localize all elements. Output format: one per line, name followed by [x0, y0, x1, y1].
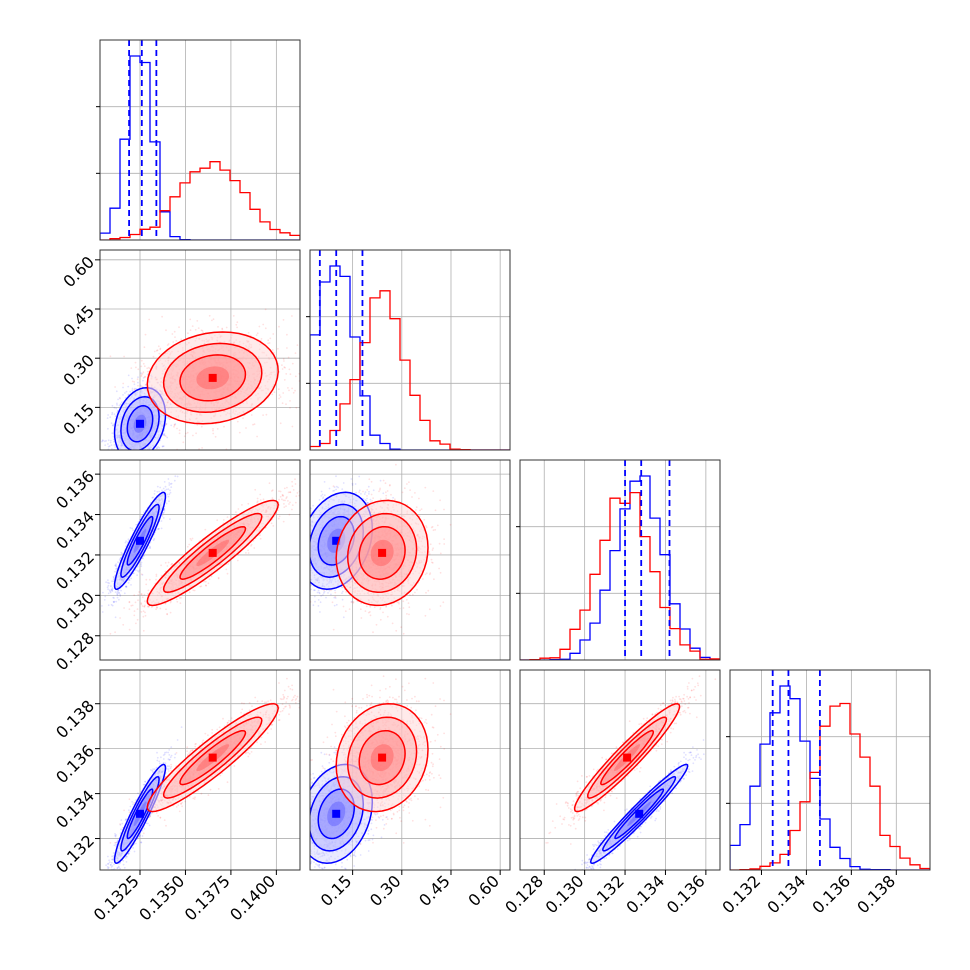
panel-frame	[99, 39, 301, 241]
density-peak	[623, 753, 632, 762]
scatter-panel-4-3	[520, 670, 720, 870]
histogram-panel-1	[100, 40, 300, 240]
density-peak	[635, 809, 644, 818]
x-tick-label: 0.134	[622, 871, 668, 917]
scatter-panel-3-2	[310, 460, 510, 660]
scatter-panel-3-1	[100, 460, 300, 660]
x-tick-label: 0.1400	[226, 871, 279, 924]
density-peak	[332, 809, 341, 818]
panel-frame	[309, 669, 511, 871]
histogram-panel-2	[310, 250, 510, 450]
x-tick-label: 0.1325	[90, 871, 143, 924]
density-peak	[378, 753, 387, 762]
y-tick-label: 0.45	[59, 302, 98, 341]
panel-frame	[309, 459, 511, 661]
x-tick-label: 0.128	[501, 871, 547, 917]
density-peak	[136, 536, 144, 545]
x-tick-label: 0.132	[582, 871, 628, 917]
y-tick-label: 0.134	[52, 786, 98, 832]
density-peak	[208, 548, 217, 557]
histogram-series-1	[520, 475, 720, 660]
scatter-panel-2-1	[100, 250, 300, 450]
y-tick-label: 0.30	[59, 351, 98, 390]
y-tick-label: 0.134	[52, 507, 98, 553]
x-tick-label: 0.136	[808, 871, 854, 917]
y-tick-label: 0.128	[52, 628, 98, 674]
density-peak	[378, 548, 387, 557]
y-tick-label: 0.130	[52, 588, 98, 634]
density-peak	[208, 753, 217, 762]
x-tick-label: 0.138	[853, 871, 899, 917]
x-tick-label: 0.1375	[181, 871, 234, 924]
y-tick-label: 0.60	[59, 252, 98, 291]
x-tick-label: 0.45	[415, 871, 454, 910]
x-tick-label: 0.1350	[135, 871, 188, 924]
panel-frame	[99, 669, 301, 871]
panel-frame	[99, 459, 301, 661]
panel-frame	[99, 249, 301, 451]
scatter-panel-4-2	[310, 670, 510, 870]
panel-frame	[309, 249, 511, 451]
x-tick-label: 0.130	[542, 871, 588, 917]
x-tick-label: 0.15	[317, 871, 356, 910]
y-tick-label: 0.138	[52, 696, 98, 742]
panel-frame	[519, 459, 721, 661]
histogram-panel-4	[730, 670, 930, 870]
scatter-panel-4-1	[100, 670, 300, 870]
x-tick-label: 0.60	[464, 871, 503, 910]
histogram-series-2	[100, 161, 300, 240]
y-tick-label: 0.132	[52, 831, 98, 877]
histogram-series-2	[520, 491, 720, 660]
y-tick-label: 0.136	[52, 741, 98, 787]
x-tick-label: 0.134	[763, 871, 809, 917]
y-tick-label: 0.136	[52, 467, 98, 513]
x-tick-label: 0.30	[366, 871, 405, 910]
density-peak	[136, 419, 144, 428]
x-tick-label: 0.132	[718, 871, 764, 917]
histogram-series-1	[100, 55, 300, 240]
x-tick-label: 0.136	[663, 871, 709, 917]
histogram-panel-3	[520, 460, 720, 660]
density-peak	[136, 809, 144, 818]
histogram-series-2	[310, 290, 510, 450]
y-tick-label: 0.132	[52, 548, 98, 594]
panel-frame	[729, 669, 931, 871]
y-tick-label: 0.15	[59, 400, 98, 439]
histogram-series-2	[730, 702, 930, 870]
density-peak	[332, 536, 341, 545]
histogram-series-1	[310, 265, 510, 450]
panel-frame	[519, 669, 721, 871]
density-peak	[208, 373, 217, 382]
